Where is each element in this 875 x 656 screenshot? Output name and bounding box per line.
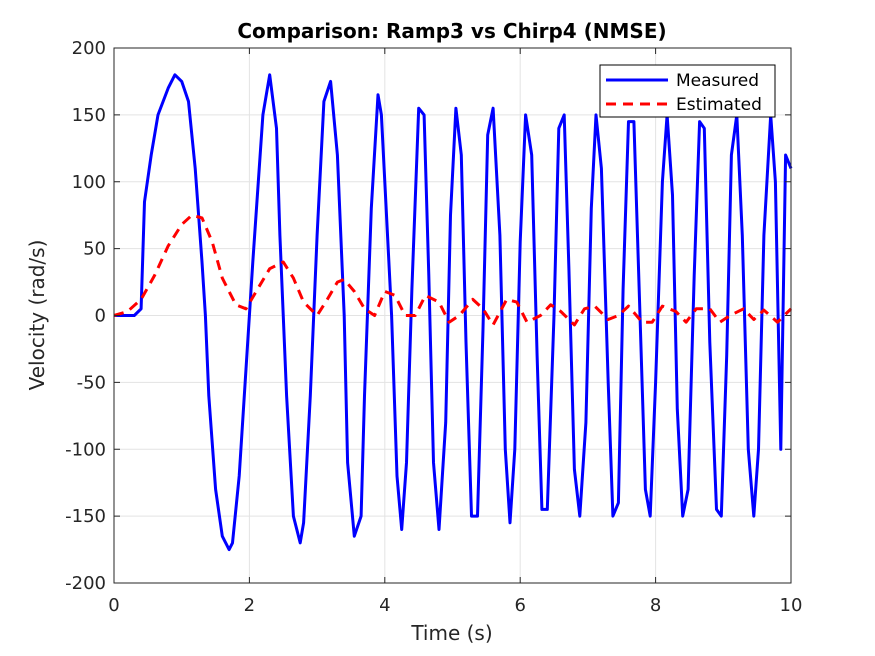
- chart-title: Comparison: Ramp3 vs Chirp4 (NMSE): [237, 19, 666, 43]
- x-tick-label: 4: [379, 595, 390, 616]
- x-tick-label: 6: [514, 595, 525, 616]
- legend-label-estimated: Estimated: [676, 95, 762, 115]
- y-tick-label: 150: [72, 105, 106, 126]
- y-tick-label: 50: [83, 239, 106, 260]
- y-tick-label: -100: [65, 439, 106, 460]
- y-axis-label: Velocity (rad/s): [25, 240, 49, 391]
- x-tick-label: 2: [244, 595, 255, 616]
- x-axis-label: Time (s): [410, 621, 492, 645]
- y-tick-label: 0: [95, 306, 106, 327]
- legend-label-measured: Measured: [676, 71, 759, 91]
- y-tick-label: 100: [72, 172, 106, 193]
- x-tick-label: 8: [650, 595, 661, 616]
- y-tick-label: -50: [77, 372, 106, 393]
- x-tick-label: 0: [108, 595, 119, 616]
- x-tick-label: 10: [780, 595, 803, 616]
- y-tick-label: 200: [72, 38, 106, 59]
- y-tick-label: -150: [65, 506, 106, 527]
- y-tick-label: -200: [65, 573, 106, 594]
- legend: Measured Estimated: [600, 65, 775, 117]
